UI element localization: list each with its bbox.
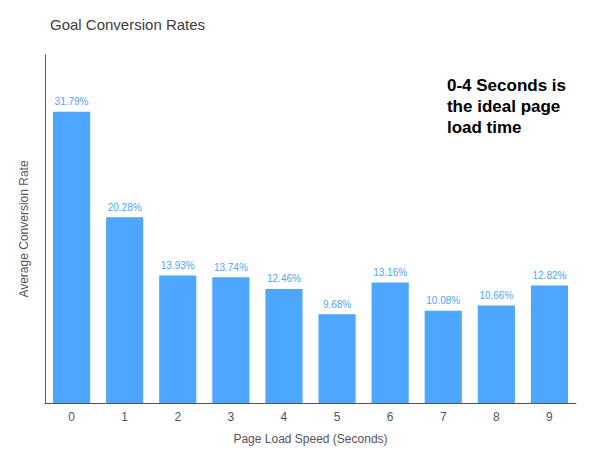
svg-text:2: 2: [174, 410, 181, 424]
svg-text:13.93%: 13.93%: [161, 260, 195, 271]
svg-text:12.82%: 12.82%: [532, 270, 566, 281]
svg-text:Page Load Speed (Seconds): Page Load Speed (Seconds): [233, 432, 387, 446]
svg-text:8: 8: [493, 410, 500, 424]
svg-text:0-4 Seconds is: 0-4 Seconds is: [447, 76, 566, 95]
svg-text:load time: load time: [447, 118, 522, 137]
svg-text:7: 7: [440, 410, 447, 424]
svg-text:0: 0: [68, 410, 75, 424]
svg-text:9: 9: [546, 410, 553, 424]
svg-text:20.28%: 20.28%: [108, 202, 142, 213]
svg-text:10.66%: 10.66%: [479, 290, 513, 301]
svg-text:3: 3: [228, 410, 235, 424]
svg-text:13.16%: 13.16%: [373, 267, 407, 278]
svg-text:13.74%: 13.74%: [214, 262, 248, 273]
svg-text:5: 5: [334, 410, 341, 424]
svg-text:31.79%: 31.79%: [55, 96, 89, 107]
svg-text:12.46%: 12.46%: [267, 273, 301, 284]
svg-text:4: 4: [281, 410, 288, 424]
svg-text:Goal Conversion Rates: Goal Conversion Rates: [50, 16, 205, 33]
svg-text:9.68%: 9.68%: [323, 299, 351, 310]
svg-text:Average Conversion Rate: Average Conversion Rate: [17, 160, 31, 298]
svg-text:1: 1: [121, 410, 128, 424]
svg-text:6: 6: [387, 410, 394, 424]
svg-text:the ideal page: the ideal page: [447, 97, 560, 116]
svg-text:10.08%: 10.08%: [426, 295, 460, 306]
